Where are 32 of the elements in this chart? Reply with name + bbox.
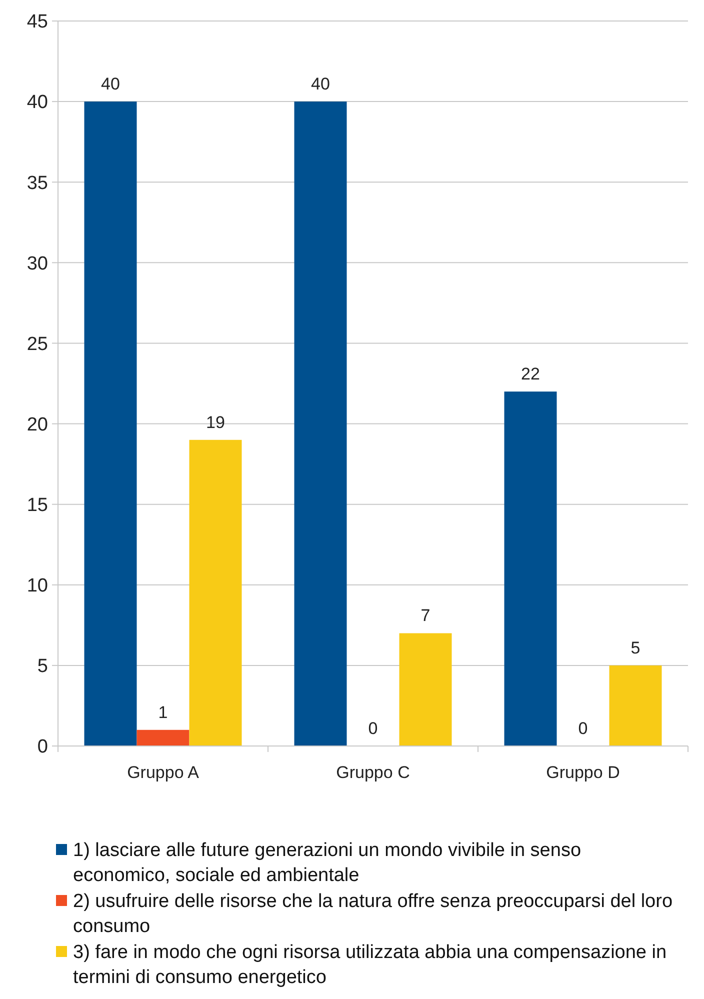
legend-label: 3) fare in modo che ogni risorsa utilizzata abbia una compensazione in termini di consumo energetico bbox=[73, 942, 667, 988]
data-label: 7 bbox=[420, 606, 430, 626]
bar bbox=[609, 665, 662, 746]
bar bbox=[189, 440, 242, 746]
y-tick-label: 5 bbox=[37, 656, 48, 678]
y-tick-label: 35 bbox=[26, 172, 48, 194]
y-tick-label: 0 bbox=[37, 736, 48, 758]
bar bbox=[399, 633, 452, 746]
data-label: 0 bbox=[368, 719, 378, 738]
bar bbox=[84, 102, 137, 746]
bar bbox=[504, 392, 557, 746]
data-label: 40 bbox=[101, 74, 120, 94]
x-tick-label: Gruppo D bbox=[546, 763, 620, 782]
data-label: 0 bbox=[578, 719, 588, 738]
y-tick-label: 30 bbox=[26, 253, 48, 274]
data-label: 5 bbox=[630, 638, 640, 658]
bar bbox=[136, 730, 190, 746]
y-tick-label: 20 bbox=[26, 414, 48, 436]
legend-label: 1) lasciare alle future generazioni un mondo vivibile in senso economico, sociale ed ambientale bbox=[73, 840, 582, 886]
data-label: 19 bbox=[206, 412, 225, 432]
x-tick-label: Gruppo A bbox=[127, 763, 200, 782]
x-tick-label: Gruppo C bbox=[336, 763, 410, 782]
y-tick-label: 45 bbox=[26, 12, 48, 33]
y-tick-label: 40 bbox=[26, 92, 48, 114]
data-label: 1 bbox=[158, 702, 168, 722]
legend-label: 2) usufruire delle risorse che la natura offre senza preoccuparsi del loro consumo bbox=[73, 891, 673, 937]
data-label: 22 bbox=[521, 364, 540, 384]
y-tick-label: 10 bbox=[26, 576, 48, 597]
data-label: 40 bbox=[311, 74, 330, 94]
y-tick-label: 25 bbox=[26, 334, 48, 355]
y-tick-label: 15 bbox=[26, 494, 48, 516]
bar bbox=[294, 102, 347, 746]
